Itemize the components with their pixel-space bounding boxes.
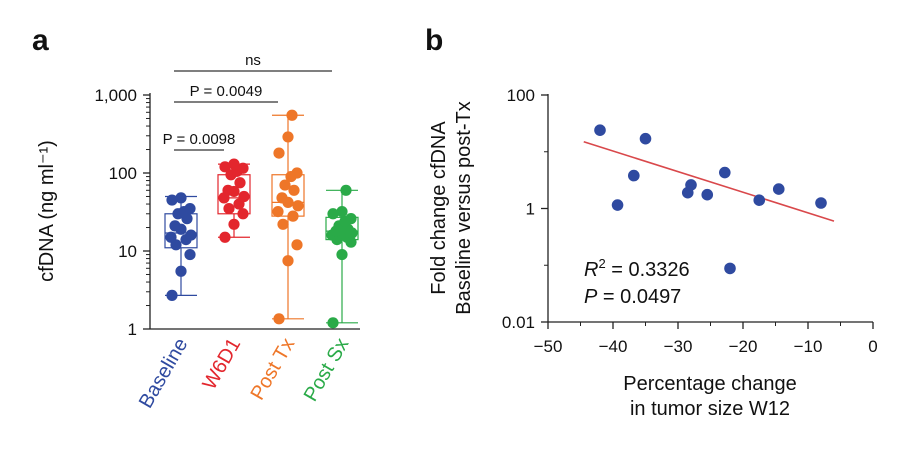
data-point-baseline (166, 289, 178, 301)
data-point-baseline (166, 194, 178, 206)
data-point-post-tx (287, 210, 299, 222)
data-point-post-tx (286, 109, 298, 121)
r2-value: = 0.3326 (606, 259, 690, 281)
data-point-post-tx (292, 200, 304, 212)
category-label: W6D1 (198, 335, 245, 394)
data-point-baseline (175, 192, 187, 204)
data-point-post-sx (336, 205, 348, 218)
data-point-post-sx (336, 248, 348, 261)
data-point-baseline (169, 220, 181, 232)
b-y-axis-title-line2: Baseline versus post-Tx (453, 101, 475, 314)
category-label: Post Tx (247, 335, 300, 404)
scatter-point (815, 197, 827, 209)
a-y-tick-label: 1,000 (94, 86, 137, 105)
data-point-w6d1 (228, 158, 240, 170)
data-point-post-tx (291, 239, 303, 251)
r-squared-annotation: R2 = 0.3326 (584, 256, 690, 281)
data-point-w6d1 (237, 162, 249, 174)
data-point-post-tx (273, 147, 285, 159)
data-point-post-tx (282, 255, 294, 267)
comparison-label: P = 0.0098 (163, 131, 236, 148)
scatter-point (753, 194, 766, 207)
b-x-axis-title-line2: in tumor size W12 (630, 398, 790, 420)
b-y-tick-label: 1 (526, 200, 535, 219)
b-x-axis-title-line1: Percentage change (623, 373, 796, 395)
category-label: Baseline (135, 335, 192, 412)
panel-a-label: a (32, 24, 49, 57)
b-x-tick-label: −30 (664, 337, 693, 356)
b-x-tick-label: 0 (868, 337, 877, 356)
comparison-label: ns (245, 52, 261, 69)
panel-a-boxplot: cfDNA (ng ml⁻¹) 1 10 100 1,000 ns P = 0.0049… (36, 52, 360, 412)
data-point-post-sx (327, 208, 339, 220)
data-point-post-tx (272, 205, 284, 218)
scatter-point (724, 262, 736, 275)
scatter-point (701, 188, 714, 201)
a-y-tick-label: 1 (128, 320, 137, 339)
data-point-baseline (165, 231, 177, 243)
b-x-tick-label: −10 (794, 337, 823, 356)
scatter-point (628, 169, 640, 182)
b-x-tick-label: −50 (534, 337, 563, 356)
data-point-w6d1 (228, 218, 240, 230)
data-point-post-sx (327, 317, 339, 329)
scatter-point (611, 199, 624, 211)
b-y-axis-title-line1: Fold change cfDNA (428, 121, 450, 295)
b-x-tick-label: −20 (729, 337, 758, 356)
data-point-post-tx (273, 313, 285, 325)
comparison-label: P = 0.0049 (190, 83, 263, 100)
p-value: = 0.0497 (597, 286, 681, 308)
data-point-w6d1 (234, 177, 246, 189)
b-y-tick-label: 0.01 (502, 313, 535, 332)
data-point-baseline (175, 265, 187, 277)
b-y-tick-label: 100 (507, 86, 535, 105)
data-point-w6d1 (223, 202, 235, 215)
category-label: Post Sx (300, 335, 354, 406)
data-point-post-tx (282, 131, 294, 143)
r2-symbol: R (584, 259, 598, 281)
data-point-post-sx (345, 213, 357, 225)
data-point-post-tx (291, 167, 303, 179)
a-y-tick-label: 10 (118, 242, 137, 261)
data-point-w6d1 (219, 231, 231, 243)
a-y-tick-label: 100 (109, 164, 137, 183)
data-point-w6d1 (222, 184, 234, 196)
p-value-annotation: P = 0.0497 (584, 286, 681, 308)
data-point-post-sx (340, 184, 352, 196)
data-point-w6d1 (219, 161, 231, 173)
scatter-point (639, 132, 652, 145)
data-point-post-tx (277, 218, 289, 230)
data-point-post-tx (279, 179, 291, 191)
data-point-post-tx (288, 184, 300, 196)
a-y-axis-title: cfDNA (ng ml⁻¹) (36, 140, 58, 282)
scatter-point (685, 179, 697, 191)
data-point-w6d1 (237, 208, 249, 220)
data-point-post-tx (276, 192, 288, 204)
b-x-tick-label: −40 (599, 337, 628, 356)
scatter-point (719, 166, 731, 179)
regression-line (583, 140, 835, 222)
panel-b-label: b (425, 24, 443, 57)
scatter-point (772, 183, 785, 195)
scatter-point (594, 124, 606, 136)
r2-superscript: 2 (598, 256, 605, 271)
data-point-baseline (185, 229, 197, 241)
p-symbol: P (584, 286, 598, 308)
data-point-baseline (184, 202, 196, 215)
data-point-w6d1 (238, 190, 250, 203)
panel-b-scatter: Fold change cfDNA Baseline versus post-T… (428, 86, 878, 420)
data-point-baseline (184, 248, 196, 261)
